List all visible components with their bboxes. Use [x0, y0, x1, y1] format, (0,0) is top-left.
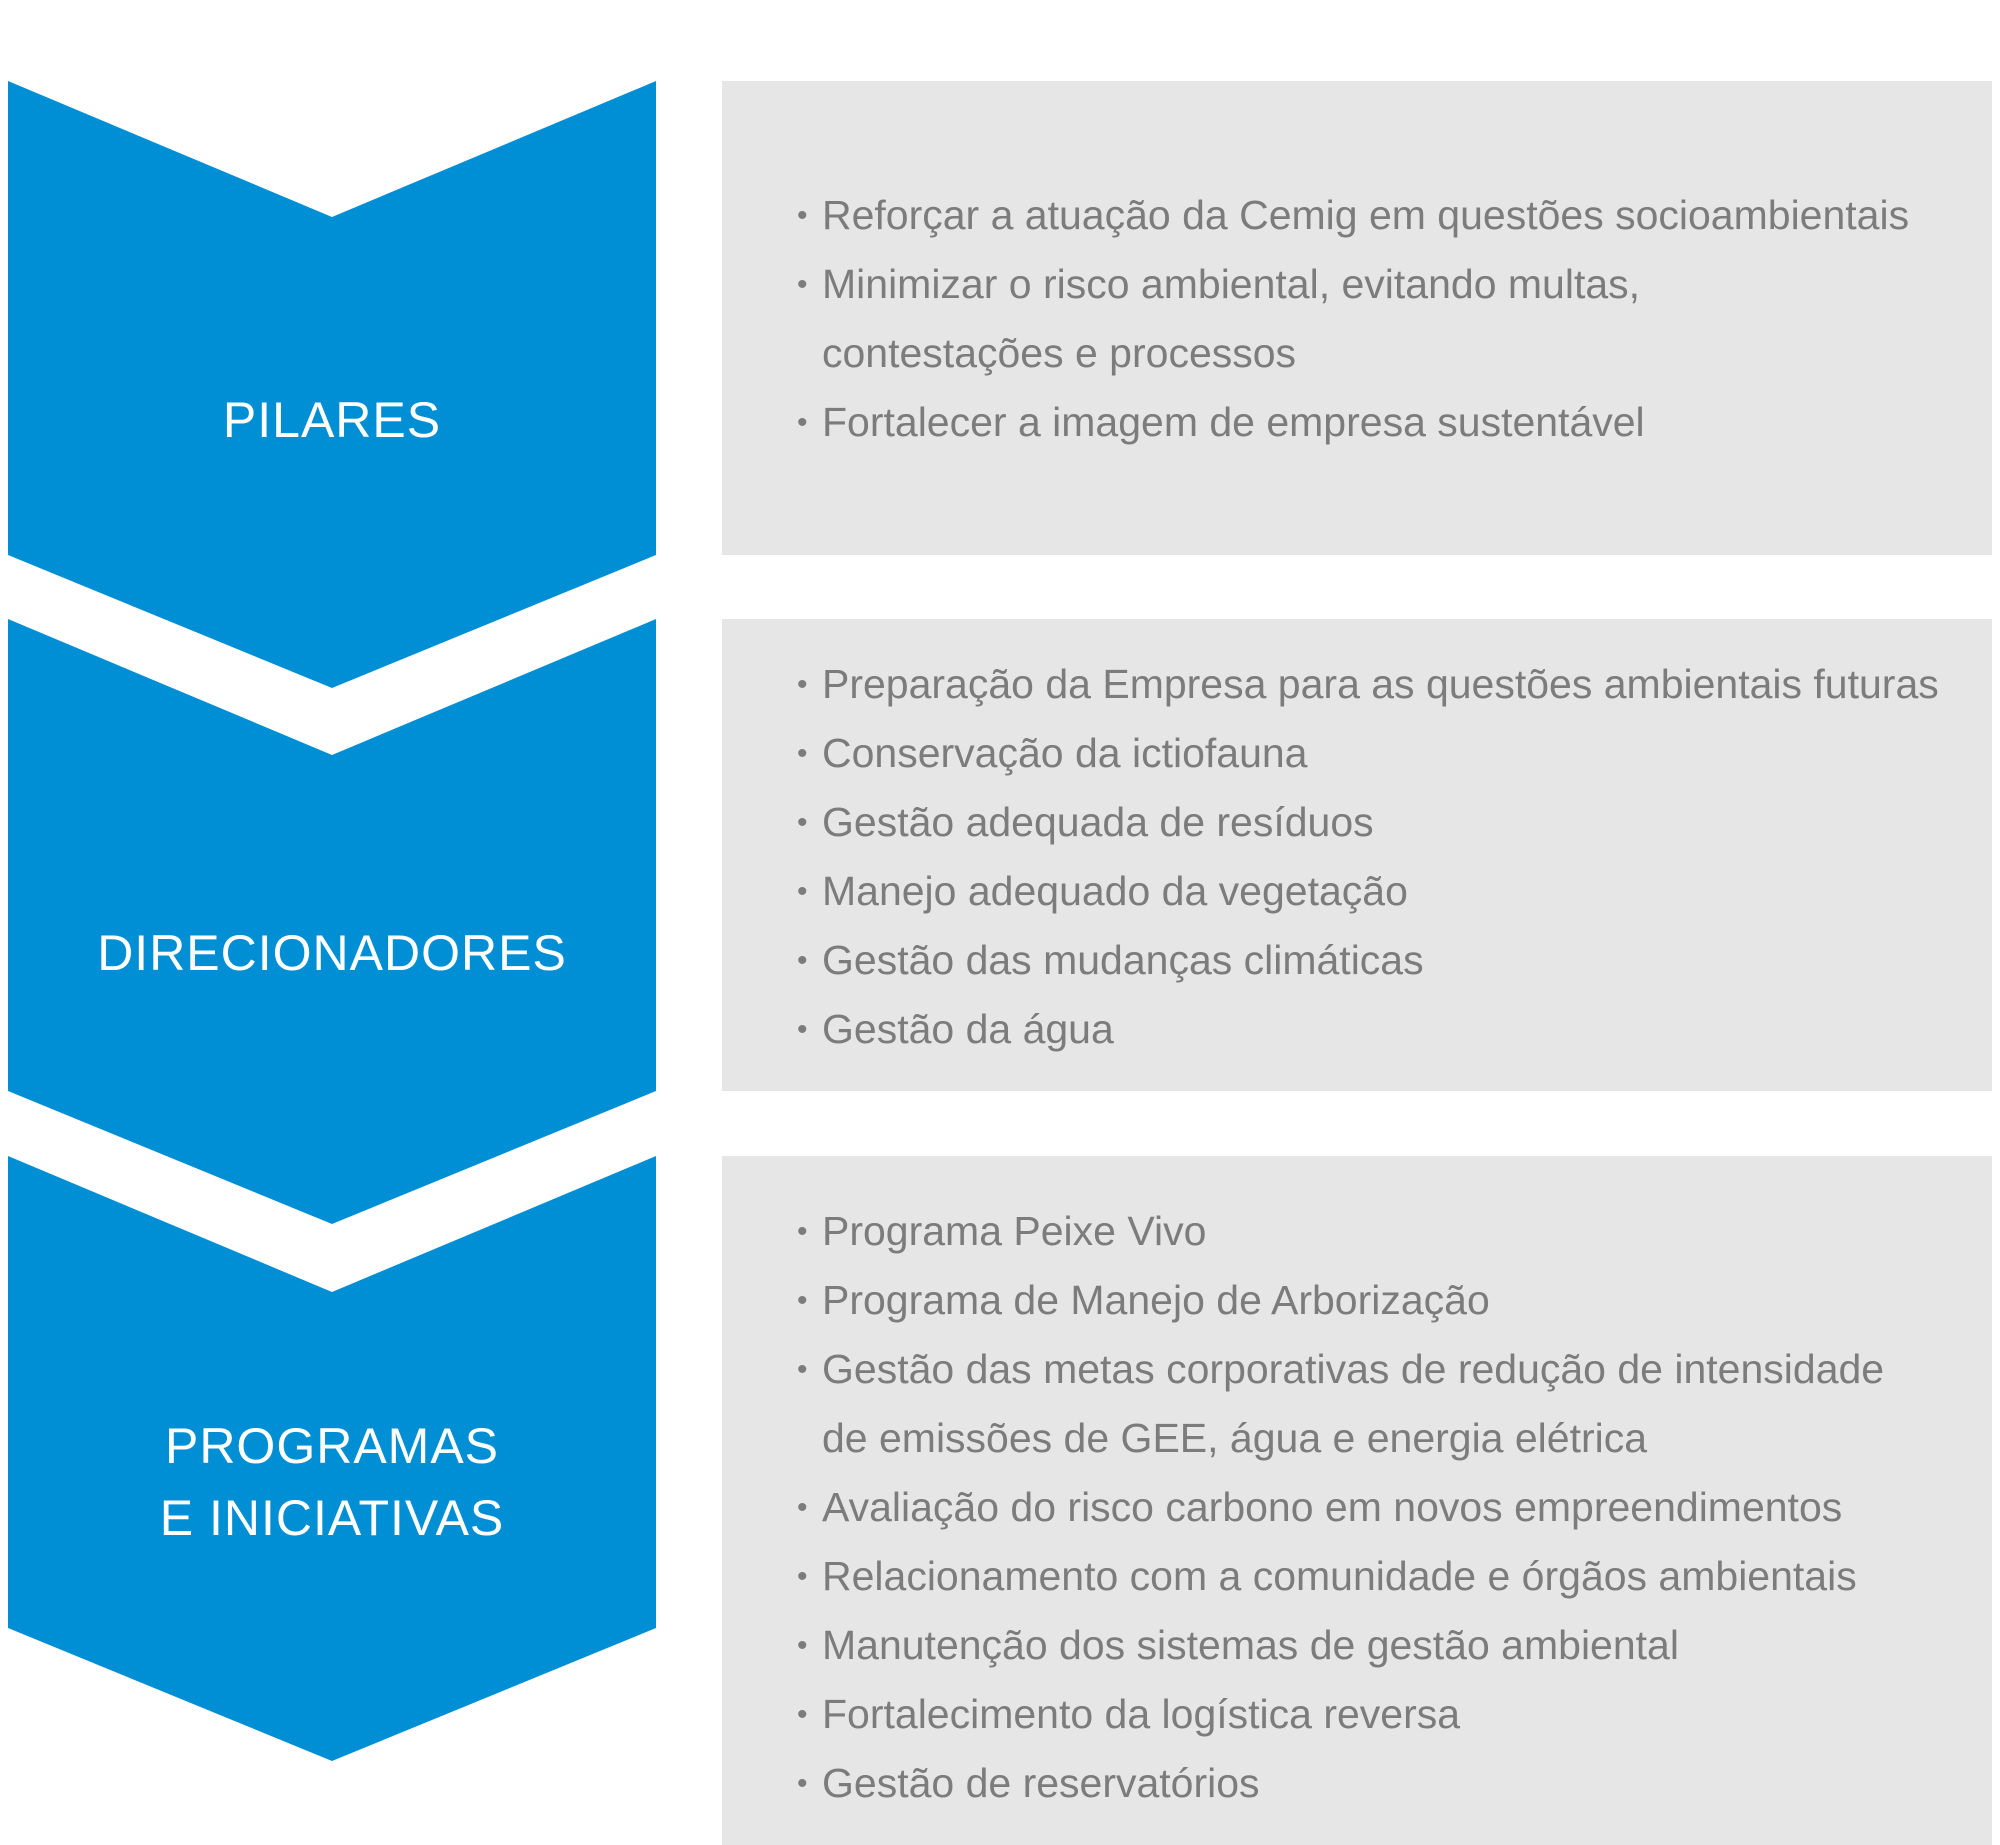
bullet-list: • Preparação da Empresa para as questões …: [722, 650, 1992, 1064]
list-item-text: Relacionamento com a comunidade e órgãos…: [822, 1553, 1857, 1599]
chevron-step-1: PILARES: [8, 81, 656, 688]
list-item-text: Avaliação do risco carbono em novos empr…: [822, 1484, 1843, 1530]
list-item: • Relacionamento com a comunidade e órgão…: [722, 1542, 1992, 1611]
bullet-icon: •: [797, 1013, 808, 1046]
bullet-icon: •: [797, 1491, 808, 1524]
list-item-text: Reforçar a atuação da Cemig em questões …: [822, 192, 1910, 238]
list-item-text: Gestão adequada de resíduos: [822, 799, 1374, 845]
chevron-label-line: PILARES: [222, 392, 442, 448]
chevron-polygon: [8, 81, 656, 688]
bullet-icon: •: [797, 1284, 808, 1317]
bullet-icon: •: [797, 875, 808, 908]
list-item-text: Minimizar o risco ambiental, evitando mu…: [822, 261, 1641, 307]
chevron-label-line: DIRECIONADORES: [97, 925, 567, 981]
list-item: • Fortalecimento da logística reversa: [722, 1680, 1992, 1749]
chevron-polygon: [8, 1156, 656, 1761]
bullet-icon: •: [797, 1353, 808, 1386]
bullet-icon: •: [797, 1767, 808, 1800]
list-item-text: Gestão das mudanças climáticas: [822, 937, 1424, 983]
list-item: • Manejo adequado da vegetação: [722, 857, 1992, 926]
bullet-icon: •: [797, 668, 808, 701]
list-item-text: Fortalecer a imagem de empresa sustentáv…: [822, 399, 1645, 445]
list-item-text: Programa Peixe Vivo: [822, 1208, 1207, 1254]
list-item-text: Fortalecimento da logística reversa: [822, 1691, 1461, 1737]
list-item: • Programa de Manejo de Arborização: [722, 1266, 1992, 1335]
bullet-icon: •: [797, 199, 808, 232]
bullet-icon: •: [797, 1560, 808, 1593]
chevron-shape: [8, 619, 656, 1224]
chevron-step-2: DIRECIONADORES: [8, 619, 656, 1224]
list-item: • Reforçar a atuação da Cemig em questões…: [722, 181, 1992, 250]
list-item-text: Manejo adequado da vegetação: [822, 868, 1408, 914]
panel-3: • Programa Peixe Vivo • Programa de Manejo …: [722, 1156, 1992, 1845]
chevron-step-3: PROGRAMAS E INICIATIVAS: [8, 1156, 656, 1761]
bullet-icon: •: [797, 1215, 808, 1248]
list-item: • Gestão de reservatórios: [722, 1749, 1992, 1818]
panel-1: • Reforçar a atuação da Cemig em questões…: [722, 81, 1992, 555]
list-item-text: Gestão da água: [822, 1006, 1114, 1052]
bullet-icon: •: [797, 737, 808, 770]
list-item: • Gestão das metas corporativas de reduçã…: [722, 1335, 1992, 1473]
list-item: • Gestão adequada de resíduos: [722, 788, 1992, 857]
chevron-label: PROGRAMAS E INICIATIVAS: [8, 1410, 656, 1554]
list-item-text: Gestão de reservatórios: [822, 1760, 1260, 1806]
bullet-icon: •: [797, 806, 808, 839]
chevron-label-line: PROGRAMAS: [164, 1418, 500, 1474]
list-item-text: contestações e processos: [822, 330, 1297, 376]
chevron-label: PILARES: [8, 384, 656, 456]
bullet-list: • Programa Peixe Vivo • Programa de Manejo …: [722, 1197, 1992, 1818]
list-item: • Manutenção dos sistemas de gestão ambie…: [722, 1611, 1992, 1680]
list-item-text: Conservação da ictiofauna: [822, 730, 1308, 776]
list-item-text: Programa de Manejo de Arborização: [822, 1277, 1490, 1323]
panel-2: • Preparação da Empresa para as questões …: [722, 619, 1992, 1091]
list-item-text: Preparação da Empresa para as questões a…: [822, 661, 1939, 707]
bullet-icon: •: [797, 1698, 808, 1731]
list-item: • Gestão das mudanças climáticas: [722, 926, 1992, 995]
bullet-icon: •: [797, 1629, 808, 1662]
list-item: • Conservação da ictiofauna: [722, 719, 1992, 788]
bullet-icon: •: [797, 944, 808, 977]
chevron-polygon: [8, 619, 656, 1224]
list-item: • Minimizar o risco ambiental, evitando m…: [722, 250, 1992, 388]
chevron-shape: [8, 81, 656, 688]
list-item: • Programa Peixe Vivo: [722, 1197, 1992, 1266]
chevron-shape: [8, 1156, 656, 1761]
list-item-text: de emissões de GEE, água e energia elétr…: [822, 1415, 1648, 1461]
chevron-label-line: E INICIATIVAS: [159, 1490, 505, 1546]
list-item-text: Manutenção dos sistemas de gestão ambien…: [822, 1622, 1679, 1668]
bullet-list: • Reforçar a atuação da Cemig em questões…: [722, 181, 1992, 457]
bullet-icon: •: [797, 268, 808, 301]
chevron-label: DIRECIONADORES: [8, 917, 656, 989]
list-item: • Gestão da água: [722, 995, 1992, 1064]
list-item: • Fortalecer a imagem de empresa sustentá…: [722, 388, 1992, 457]
bullet-icon: •: [797, 406, 808, 439]
list-item-text: Gestão das metas corporativas de redução…: [822, 1346, 1885, 1392]
list-item: • Avaliação do risco carbono em novos emp…: [722, 1473, 1992, 1542]
list-item: • Preparação da Empresa para as questões …: [722, 650, 1992, 719]
